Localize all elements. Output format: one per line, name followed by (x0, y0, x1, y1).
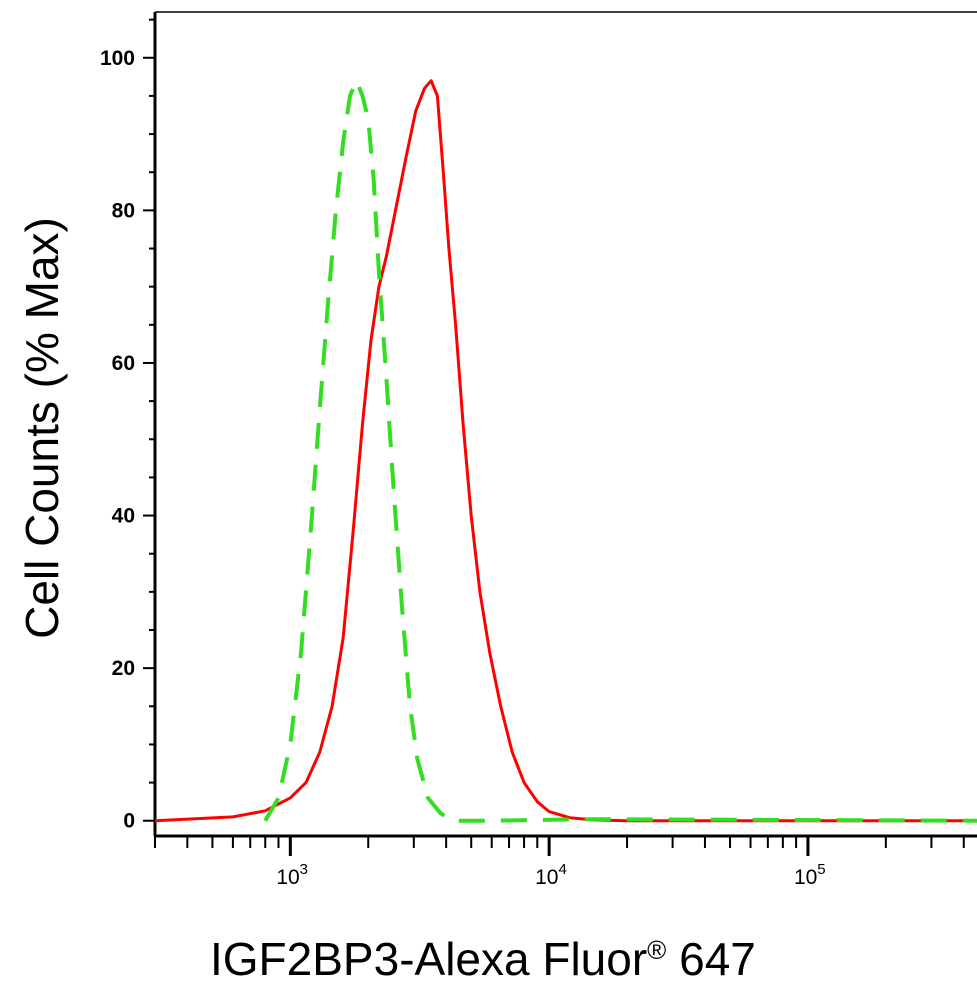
sample-curve (154, 79, 977, 823)
x-tick-exponent: 4 (558, 861, 566, 878)
x-axis-title: IGF2BP3-Alexa Fluor® 647 (210, 933, 756, 985)
series-layer (154, 78, 977, 823)
y-tick-label: 40 (112, 505, 135, 528)
isotype-control-curve (263, 78, 977, 823)
x-tick-label: 103 (276, 861, 308, 889)
x-axis-title-suffix: 647 (666, 933, 756, 985)
axes (153, 11, 977, 838)
x-tick-base: 10 (535, 866, 558, 889)
y-axis-title: Cell Counts (% Max) (16, 217, 68, 639)
x-tick-label: 105 (794, 861, 826, 889)
x-tick-base: 10 (276, 866, 299, 889)
y-tick-label: 20 (112, 657, 135, 680)
labels-layer: Cell Counts (% Max) IGF2BP3-Alexa Fluor®… (16, 217, 756, 985)
x-axis-title-superscript: ® (647, 935, 666, 965)
x-axis-title-main: IGF2BP3-Alexa Fluor (210, 933, 647, 985)
y-tick-label: 60 (112, 352, 135, 375)
y-tick-label: 100 (100, 47, 135, 70)
y-tick-label: 80 (112, 199, 135, 222)
x-tick-base: 10 (794, 866, 817, 889)
x-tick-exponent: 5 (817, 861, 825, 878)
x-tick-exponent: 3 (300, 861, 308, 878)
x-tick-label: 104 (535, 861, 567, 889)
y-tick-label: 0 (123, 810, 135, 833)
